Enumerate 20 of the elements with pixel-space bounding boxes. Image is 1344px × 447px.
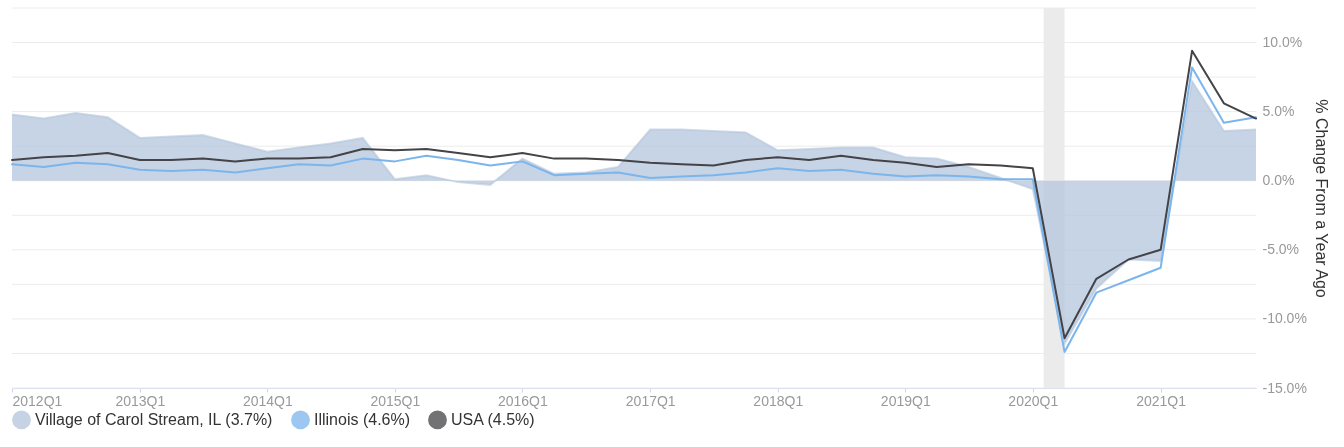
y-tick-label: 10.0% (1262, 34, 1303, 51)
x-tick-label: 2019Q1 (880, 392, 931, 409)
legend-label: USA (4.5%) (451, 410, 535, 428)
x-tick-label: 2014Q1 (242, 392, 293, 409)
x-tick-label: 2020Q1 (1008, 392, 1059, 409)
y-tick-label: -5.0% (1262, 241, 1300, 258)
x-tick-label: 2021Q1 (1136, 392, 1187, 409)
y-tick-label: 0.0% (1262, 172, 1295, 189)
legend-label: Village of Carol Stream, IL (3.7%) (35, 410, 273, 428)
x-tick-label: 2012Q1 (12, 392, 63, 409)
x-tick-label: 2013Q1 (115, 392, 166, 409)
x-tick-label: 2018Q1 (753, 392, 804, 409)
x-tick-label: 2016Q1 (497, 392, 549, 409)
y-tick-label: -10.0% (1262, 310, 1307, 327)
y-tick-label: 5.0% (1262, 103, 1295, 120)
y-axis-title: % Change From a Year Ago (1312, 99, 1330, 298)
legend-label: Illinois (4.6%) (314, 410, 411, 428)
x-tick-label: 2017Q1 (625, 392, 676, 409)
x-tick-label: 2015Q1 (370, 392, 421, 409)
y-tick-label: -15.0% (1262, 379, 1307, 396)
